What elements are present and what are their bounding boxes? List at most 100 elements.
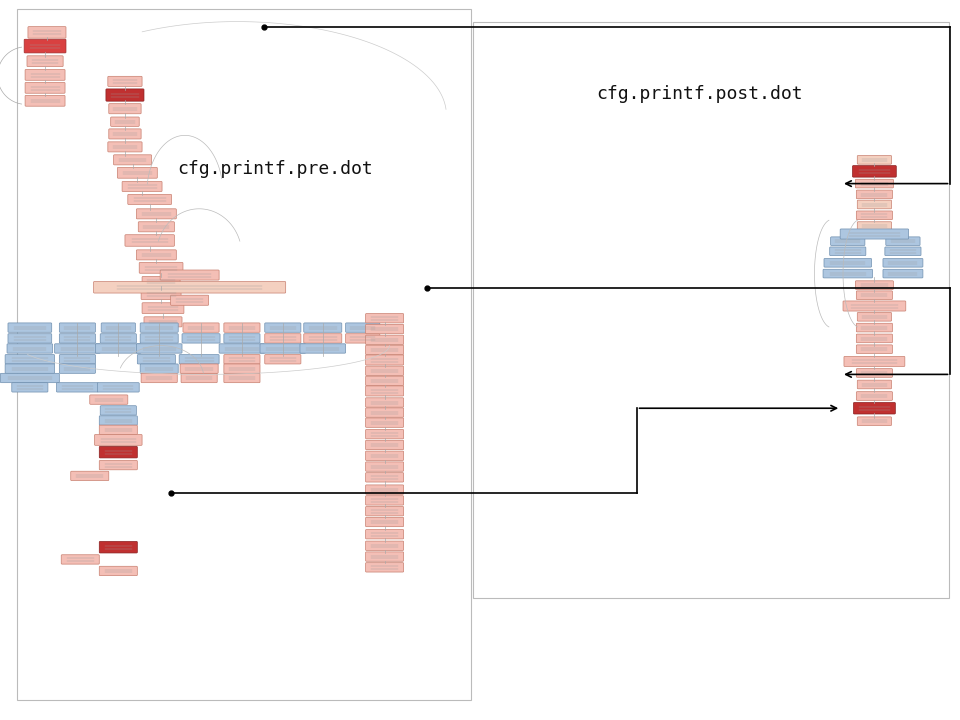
FancyBboxPatch shape: [366, 398, 403, 408]
FancyBboxPatch shape: [171, 295, 208, 305]
FancyBboxPatch shape: [303, 323, 342, 332]
FancyBboxPatch shape: [28, 27, 66, 38]
FancyBboxPatch shape: [8, 323, 52, 332]
FancyBboxPatch shape: [7, 344, 53, 354]
FancyBboxPatch shape: [844, 356, 905, 366]
FancyBboxPatch shape: [101, 323, 135, 332]
FancyBboxPatch shape: [141, 374, 178, 383]
FancyBboxPatch shape: [27, 56, 63, 67]
FancyBboxPatch shape: [60, 364, 95, 374]
FancyBboxPatch shape: [108, 76, 142, 86]
FancyBboxPatch shape: [100, 333, 136, 343]
FancyBboxPatch shape: [180, 355, 219, 364]
FancyBboxPatch shape: [24, 39, 66, 53]
Bar: [473, 22, 948, 598]
FancyBboxPatch shape: [856, 345, 893, 354]
FancyBboxPatch shape: [25, 70, 65, 81]
FancyBboxPatch shape: [12, 383, 48, 392]
FancyBboxPatch shape: [856, 392, 893, 400]
Text: cfg.printf.pre.dot: cfg.printf.pre.dot: [178, 161, 373, 179]
FancyBboxPatch shape: [61, 554, 99, 564]
FancyBboxPatch shape: [99, 541, 137, 553]
FancyBboxPatch shape: [366, 355, 403, 365]
FancyBboxPatch shape: [99, 416, 137, 425]
FancyBboxPatch shape: [140, 323, 179, 332]
FancyBboxPatch shape: [366, 485, 403, 495]
FancyBboxPatch shape: [366, 552, 403, 562]
FancyBboxPatch shape: [824, 258, 872, 267]
FancyBboxPatch shape: [182, 333, 220, 343]
FancyBboxPatch shape: [110, 117, 139, 127]
FancyBboxPatch shape: [366, 314, 403, 323]
FancyBboxPatch shape: [855, 281, 894, 289]
FancyBboxPatch shape: [366, 530, 403, 539]
FancyBboxPatch shape: [366, 429, 403, 439]
FancyBboxPatch shape: [108, 142, 142, 152]
FancyBboxPatch shape: [142, 303, 184, 314]
FancyBboxPatch shape: [366, 418, 403, 428]
FancyBboxPatch shape: [136, 209, 177, 219]
FancyBboxPatch shape: [113, 155, 152, 165]
FancyBboxPatch shape: [108, 104, 141, 114]
FancyBboxPatch shape: [857, 312, 892, 321]
FancyBboxPatch shape: [366, 507, 403, 516]
FancyBboxPatch shape: [224, 333, 260, 343]
FancyBboxPatch shape: [857, 222, 892, 230]
FancyBboxPatch shape: [99, 446, 137, 458]
FancyBboxPatch shape: [856, 211, 893, 220]
FancyBboxPatch shape: [139, 262, 183, 273]
FancyBboxPatch shape: [141, 289, 181, 300]
FancyBboxPatch shape: [224, 323, 260, 332]
FancyBboxPatch shape: [366, 324, 403, 333]
FancyBboxPatch shape: [840, 229, 909, 239]
FancyBboxPatch shape: [366, 386, 403, 396]
FancyBboxPatch shape: [265, 355, 300, 364]
FancyBboxPatch shape: [180, 364, 218, 374]
FancyBboxPatch shape: [856, 334, 893, 343]
FancyBboxPatch shape: [260, 344, 305, 354]
FancyBboxPatch shape: [93, 282, 286, 293]
FancyBboxPatch shape: [140, 364, 179, 374]
FancyBboxPatch shape: [219, 344, 265, 354]
FancyBboxPatch shape: [886, 237, 920, 246]
FancyBboxPatch shape: [97, 383, 139, 392]
FancyBboxPatch shape: [366, 336, 403, 344]
FancyBboxPatch shape: [94, 435, 142, 445]
FancyBboxPatch shape: [100, 406, 136, 415]
FancyBboxPatch shape: [95, 344, 141, 354]
FancyBboxPatch shape: [366, 441, 403, 449]
FancyBboxPatch shape: [122, 181, 162, 192]
FancyBboxPatch shape: [885, 247, 921, 256]
FancyBboxPatch shape: [181, 374, 217, 383]
FancyBboxPatch shape: [857, 417, 892, 426]
FancyBboxPatch shape: [829, 247, 866, 256]
FancyBboxPatch shape: [856, 369, 893, 377]
FancyBboxPatch shape: [265, 323, 300, 332]
FancyBboxPatch shape: [224, 364, 260, 374]
FancyBboxPatch shape: [136, 250, 177, 260]
FancyBboxPatch shape: [303, 333, 342, 343]
FancyBboxPatch shape: [855, 179, 894, 188]
FancyBboxPatch shape: [117, 168, 157, 179]
FancyBboxPatch shape: [5, 355, 55, 364]
FancyBboxPatch shape: [71, 472, 108, 481]
FancyBboxPatch shape: [856, 291, 893, 300]
FancyBboxPatch shape: [99, 461, 137, 470]
FancyBboxPatch shape: [99, 566, 137, 576]
FancyBboxPatch shape: [852, 166, 897, 177]
FancyBboxPatch shape: [90, 395, 128, 405]
Text: cfg.printf.post.dot: cfg.printf.post.dot: [596, 85, 804, 103]
FancyBboxPatch shape: [857, 200, 892, 209]
FancyBboxPatch shape: [142, 276, 180, 287]
FancyBboxPatch shape: [857, 380, 892, 389]
FancyBboxPatch shape: [138, 222, 175, 232]
FancyBboxPatch shape: [366, 462, 403, 472]
FancyBboxPatch shape: [853, 402, 896, 414]
FancyBboxPatch shape: [843, 301, 906, 311]
FancyBboxPatch shape: [366, 563, 403, 572]
FancyBboxPatch shape: [856, 190, 893, 199]
FancyBboxPatch shape: [823, 269, 873, 278]
FancyBboxPatch shape: [128, 194, 172, 204]
FancyBboxPatch shape: [160, 270, 219, 280]
FancyBboxPatch shape: [883, 258, 923, 267]
